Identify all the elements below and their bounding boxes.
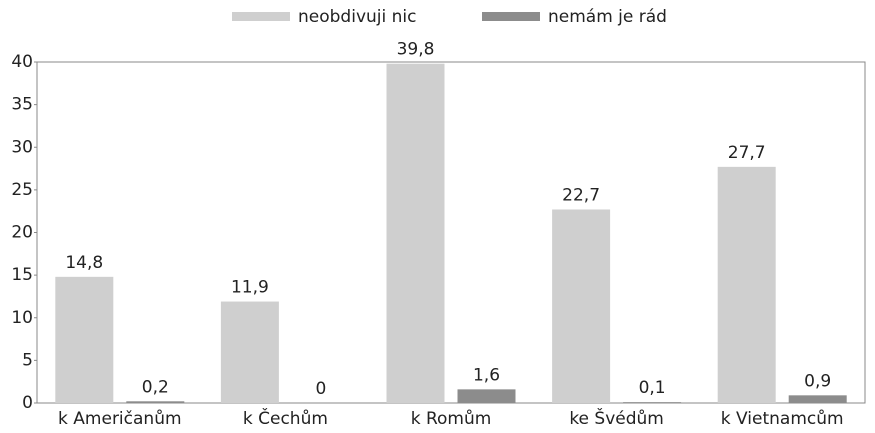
legend-swatch [482, 12, 540, 21]
bar [386, 63, 445, 403]
value-label: 27,7 [728, 143, 766, 163]
value-label: 0,1 [639, 378, 666, 398]
bar [220, 301, 279, 403]
value-label: 1,6 [473, 365, 500, 385]
y-tick-label: 20 [11, 223, 33, 243]
y-tick-label: 30 [11, 137, 33, 157]
y-tick-label: 5 [22, 350, 33, 370]
bar [623, 402, 682, 403]
x-tick-label: k Vietnamcům [721, 409, 844, 429]
legend-label: neobdivuji nic [298, 7, 416, 27]
value-label: 14,8 [65, 253, 103, 273]
y-tick-label: 10 [11, 308, 33, 328]
value-label: 39,8 [397, 40, 435, 60]
legend-swatch [232, 12, 290, 21]
value-label: 22,7 [562, 185, 600, 205]
value-label: 11,9 [231, 278, 269, 298]
bar [552, 209, 611, 403]
bar [788, 395, 847, 403]
y-tick-label: 40 [11, 52, 33, 72]
y-tick-label: 35 [11, 95, 33, 115]
value-label: 0,9 [804, 371, 831, 391]
y-tick-label: 0 [22, 393, 33, 413]
bar [717, 166, 776, 403]
value-label: 0,2 [142, 377, 169, 397]
y-tick-label: 15 [11, 265, 33, 285]
bar [457, 389, 516, 403]
legend-label: nemám je rád [548, 7, 667, 27]
x-tick-label: ke Švédům [569, 407, 664, 429]
y-tick-label: 25 [11, 180, 33, 200]
value-label: 0 [315, 379, 326, 399]
bar [55, 276, 114, 403]
bar [126, 401, 185, 403]
x-tick-label: k Čechům [243, 407, 328, 429]
x-tick-label: k Američanům [58, 409, 181, 429]
x-tick-label: k Romům [411, 409, 492, 429]
